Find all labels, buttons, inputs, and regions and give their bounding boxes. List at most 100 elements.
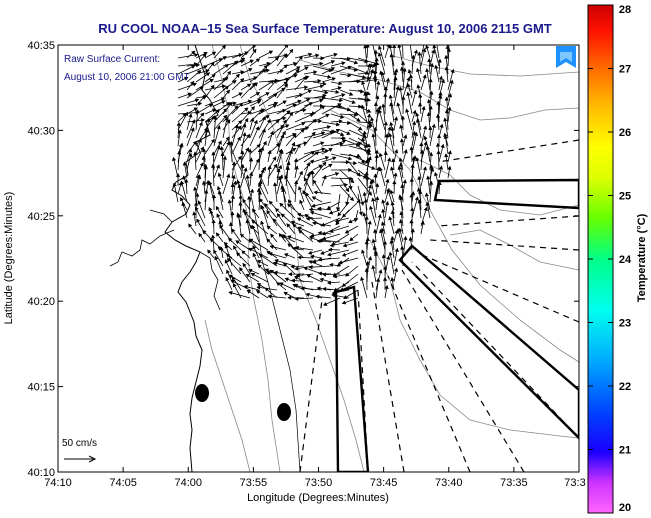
current-vector bbox=[177, 54, 198, 59]
current-vector-head bbox=[280, 185, 285, 190]
current-vector-head bbox=[389, 239, 394, 244]
current-vector-head bbox=[190, 80, 195, 86]
current-vector-head bbox=[444, 54, 449, 59]
current-vector-head bbox=[188, 148, 193, 153]
current-vector bbox=[240, 98, 261, 107]
current-vector-head bbox=[367, 191, 372, 196]
current-vector-head bbox=[329, 243, 334, 248]
current-vector-head bbox=[247, 148, 253, 153]
current-vector-head bbox=[197, 138, 202, 143]
current-vector bbox=[407, 92, 413, 115]
current-vector bbox=[267, 165, 271, 187]
current-vector-head bbox=[363, 91, 368, 96]
current-vector-head bbox=[335, 172, 340, 177]
current-vector-head bbox=[381, 254, 386, 259]
x-axis-label: Longitude (Degrees:Minutes) bbox=[247, 492, 389, 504]
current-vector bbox=[419, 190, 422, 211]
current-vector-head bbox=[204, 189, 209, 194]
current-vector-head bbox=[417, 51, 422, 56]
current-vector-head bbox=[358, 126, 363, 131]
current-vector-head bbox=[255, 58, 261, 63]
current-vector-head bbox=[449, 79, 454, 84]
current-vector bbox=[213, 116, 216, 139]
current-vector-head bbox=[308, 236, 314, 241]
current-vector-head bbox=[228, 221, 234, 226]
current-vector-head bbox=[385, 77, 390, 82]
current-vector bbox=[372, 198, 377, 219]
current-vector-head bbox=[194, 52, 199, 58]
current-vector-head bbox=[265, 115, 270, 119]
current-vector-head bbox=[421, 105, 426, 111]
current-vector-head bbox=[410, 54, 416, 59]
current-vector-head bbox=[273, 182, 278, 187]
current-vector-head bbox=[296, 212, 302, 217]
current-vector-head bbox=[256, 100, 262, 105]
current-vector-head bbox=[316, 239, 321, 244]
current-vector-head bbox=[375, 107, 380, 112]
current-vector bbox=[390, 102, 395, 123]
y-tick-label: 40:30 bbox=[27, 125, 55, 137]
current-vector-head bbox=[311, 131, 316, 136]
current-vector-head bbox=[209, 78, 214, 83]
current-vector-head bbox=[256, 283, 262, 287]
current-vector bbox=[429, 124, 435, 147]
current-vector-head bbox=[346, 56, 351, 61]
current-vector-head bbox=[225, 276, 230, 282]
current-vector bbox=[195, 110, 199, 131]
current-vector-head bbox=[413, 49, 418, 54]
current-vector bbox=[259, 174, 269, 195]
y-tick-label: 40:10 bbox=[27, 467, 55, 479]
current-vector-head bbox=[303, 177, 308, 182]
current-vector-head bbox=[237, 183, 242, 188]
current-vector-head bbox=[244, 107, 249, 112]
current-vector-head bbox=[416, 67, 421, 73]
current-vector-head bbox=[429, 62, 434, 67]
current-vector-head bbox=[249, 59, 254, 64]
current-vector bbox=[437, 101, 440, 123]
current-vector-head bbox=[394, 267, 399, 272]
current-vector-head bbox=[251, 224, 256, 230]
current-vector-head bbox=[377, 105, 382, 110]
current-vector-head bbox=[302, 108, 307, 113]
current-vector-head bbox=[377, 45, 382, 50]
current-vector-head bbox=[360, 104, 365, 109]
current-vector-head bbox=[219, 145, 225, 151]
current-vector bbox=[339, 137, 360, 147]
current-vector-head bbox=[256, 260, 262, 264]
current-vector-head bbox=[343, 295, 348, 299]
current-vector bbox=[339, 185, 354, 201]
current-vector-head bbox=[336, 262, 342, 267]
current-vector-head bbox=[190, 127, 195, 132]
current-vector-head bbox=[330, 60, 336, 64]
current-vector-head bbox=[228, 237, 233, 242]
current-vector bbox=[177, 65, 195, 75]
current-vector bbox=[204, 166, 207, 187]
current-vector-head bbox=[437, 181, 442, 186]
current-vector-head bbox=[413, 89, 418, 95]
current-vector-head bbox=[286, 223, 291, 228]
current-vector-head bbox=[423, 135, 428, 140]
current-vector-head bbox=[374, 149, 379, 154]
current-vector-head bbox=[177, 129, 182, 134]
current-vector bbox=[240, 82, 256, 99]
current-vector-head bbox=[203, 165, 208, 170]
x-tick-label: 73:3 bbox=[564, 477, 585, 489]
current-vector-head bbox=[273, 79, 278, 84]
current-vector-head bbox=[311, 221, 317, 226]
current-vector bbox=[330, 225, 350, 233]
colorbar-tick-label: 28 bbox=[619, 4, 631, 16]
current-vector bbox=[222, 174, 230, 195]
current-vector bbox=[226, 253, 242, 267]
current-vector-head bbox=[240, 78, 245, 83]
current-vector-head bbox=[373, 74, 378, 79]
current-vector-head bbox=[394, 247, 399, 253]
current-vector-head bbox=[226, 173, 231, 178]
current-vector-head bbox=[188, 223, 193, 228]
current-vector-head bbox=[210, 234, 216, 239]
current-vector-head bbox=[293, 61, 298, 66]
current-vector-head bbox=[438, 165, 444, 170]
current-vector-head bbox=[197, 174, 202, 180]
legend-line-1: Raw Surface Current: bbox=[64, 54, 160, 65]
current-vector-head bbox=[400, 245, 405, 250]
